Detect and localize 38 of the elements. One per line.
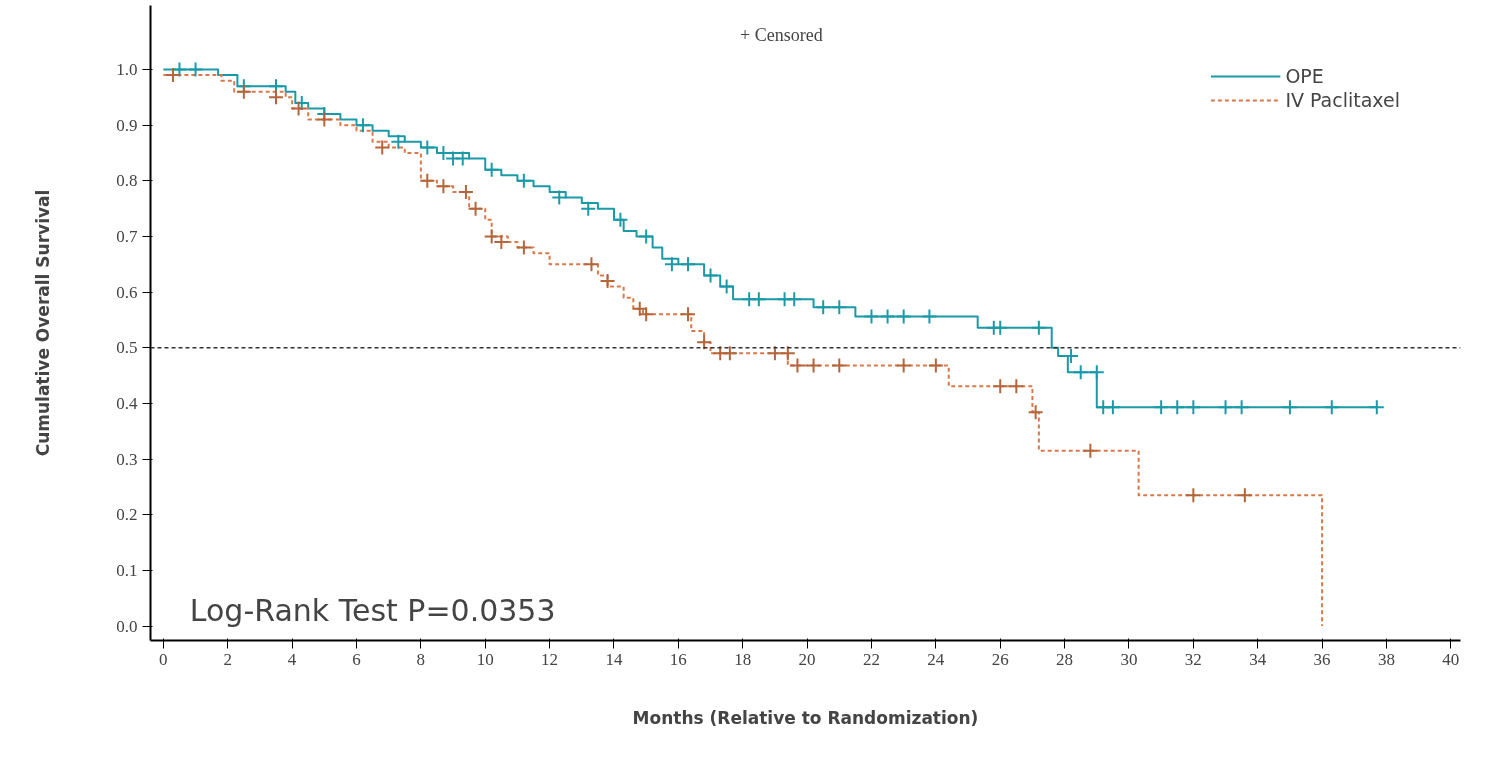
- y-tick-label: 0.2: [116, 505, 138, 525]
- x-tick-label: 36: [1313, 649, 1331, 669]
- y-tick-label: 0.6: [116, 282, 138, 302]
- y-tick-label: 0.4: [116, 393, 138, 413]
- x-tick-label: 30: [1120, 649, 1138, 669]
- x-tick-label: 38: [1377, 649, 1395, 669]
- legend-label: IV Paclitaxel: [1285, 89, 1400, 111]
- x-axis-title: Months (Relative to Randomization): [632, 707, 979, 728]
- x-tick-label: 26: [991, 649, 1009, 669]
- x-tick-label: 28: [1056, 649, 1074, 669]
- y-tick-label: 0.5: [116, 338, 138, 358]
- x-tick-label: 12: [541, 649, 559, 669]
- x-tick-label: 2: [223, 649, 232, 669]
- x-tick-label: 6: [352, 649, 361, 669]
- x-tick-label: 20: [798, 649, 816, 669]
- x-tick-label: 8: [416, 649, 426, 669]
- x-tick-label: 10: [476, 649, 494, 669]
- legend-label: OPE: [1285, 65, 1324, 87]
- x-tick-label: 0: [159, 649, 168, 669]
- x-tick-label: 22: [862, 649, 880, 669]
- y-axis-title: Cumulative Overall Survival: [33, 189, 54, 457]
- x-tick-label: 18: [734, 649, 752, 669]
- x-tick-label: 40: [1442, 649, 1460, 669]
- y-tick-label: 0.0: [116, 616, 138, 636]
- annotation: Log-Rank Test P=0.0353: [189, 592, 556, 628]
- x-tick-label: 32: [1184, 649, 1202, 669]
- x-tick-label: 24: [927, 649, 945, 669]
- y-tick-label: 0.8: [116, 171, 138, 191]
- annotation: + Censored: [740, 24, 823, 45]
- y-tick-label: 0.7: [116, 226, 138, 246]
- y-tick-label: 0.1: [116, 560, 138, 580]
- y-tick-label: 0.9: [116, 115, 138, 135]
- x-tick-label: 4: [287, 649, 297, 669]
- x-tick-label: 34: [1249, 649, 1267, 669]
- y-tick-label: 0.3: [116, 449, 138, 469]
- y-tick-label: 1.0: [116, 60, 138, 79]
- x-tick-label: 14: [605, 649, 623, 669]
- x-tick-label: 16: [669, 649, 687, 669]
